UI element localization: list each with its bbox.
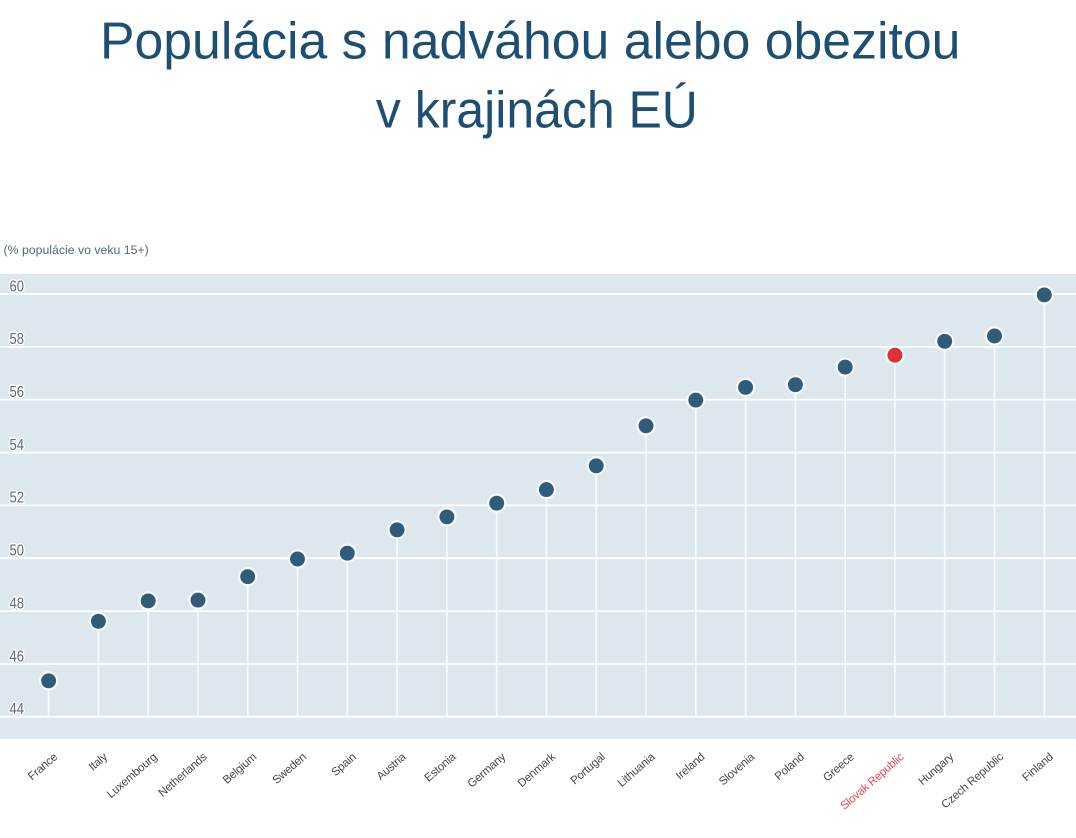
svg-text:France: France (26, 751, 60, 783)
svg-text:Lithuania: Lithuania (616, 751, 658, 790)
svg-text:Belgium: Belgium (221, 751, 259, 786)
svg-text:58: 58 (10, 331, 25, 348)
svg-text:Poland: Poland (773, 751, 807, 783)
svg-text:56: 56 (10, 384, 25, 401)
svg-text:Italy: Italy (87, 751, 110, 774)
svg-text:Finland: Finland (1020, 751, 1055, 784)
svg-text:Spain: Spain (329, 751, 358, 779)
svg-text:Ireland: Ireland (674, 751, 707, 782)
svg-text:Portugal: Portugal (569, 751, 608, 787)
svg-text:v krajinách EÚ: v krajinách EÚ (376, 81, 698, 139)
svg-text:Estonia: Estonia (423, 751, 459, 785)
svg-text:48: 48 (10, 595, 25, 612)
svg-text:Populácia s nadváhou alebo obe: Populácia s nadváhou alebo obezitou (100, 12, 961, 70)
svg-text:Denmark: Denmark (516, 751, 558, 790)
svg-text:Hungary: Hungary (917, 751, 957, 788)
svg-text:54: 54 (10, 437, 25, 454)
svg-text:Sweden: Sweden (271, 751, 309, 787)
svg-text:Netherlands: Netherlands (156, 751, 209, 800)
svg-text:44: 44 (10, 701, 25, 718)
svg-text:Germany: Germany (466, 751, 509, 790)
svg-text:Slovenia: Slovenia (717, 751, 758, 788)
svg-text:52: 52 (10, 490, 25, 507)
svg-text:(% populácie vo veku 15+): (% populácie vo veku 15+) (4, 243, 149, 257)
svg-text:Greece: Greece (821, 751, 856, 784)
svg-text:Austria: Austria (375, 751, 409, 783)
svg-text:50: 50 (10, 543, 25, 560)
svg-text:Luxembourg: Luxembourg (105, 751, 160, 801)
svg-text:46: 46 (10, 648, 25, 665)
svg-text:60: 60 (10, 278, 25, 295)
